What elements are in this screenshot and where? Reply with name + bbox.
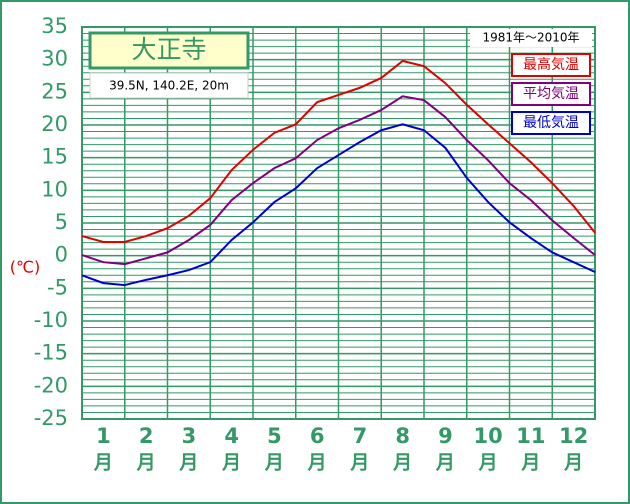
y-tick-label: -10 [34,308,68,332]
y-tick-label: -15 [34,341,68,365]
month-suffix: 月 [563,452,583,474]
month-suffix: 月 [349,452,369,474]
month-suffix: 月 [520,452,540,474]
y-tick-label: 20 [41,112,68,136]
month-suffix: 月 [93,452,113,474]
y-tick-label: 30 [41,47,68,71]
y-axis-label: (℃) [10,258,40,277]
subtitle: 39.5N, 140.2E, 20m [109,79,229,93]
y-tick-label: 0 [55,243,68,267]
legend-box [511,111,591,135]
month-label: 3 [182,424,197,448]
y-tick-label: -25 [34,406,68,430]
y-tick-label: 10 [41,177,68,201]
month-suffix: 月 [435,452,455,474]
subtitle-box [89,72,249,99]
month-label: 9 [438,424,453,448]
series-line [81,123,596,287]
y-tick-label: 25 [41,79,68,103]
chart-title: 大正寺 [131,35,206,64]
legend-box [511,82,591,106]
month-label: 7 [353,424,368,448]
month-suffix: 月 [478,452,498,474]
y-tick-label: 5 [55,210,68,234]
month-suffix: 月 [307,452,327,474]
legend-box [511,53,591,77]
month-label: 6 [310,424,325,448]
month-suffix: 月 [264,452,284,474]
y-tick-label: 15 [41,145,68,169]
series-line [81,59,596,243]
y-tick-label: -5 [47,275,68,299]
series-line [81,95,596,266]
month-label: 8 [395,424,410,448]
title-box [88,31,250,70]
y-tick-label: -20 [34,373,68,397]
month-suffix: 月 [178,452,198,474]
month-label: 10 [474,424,503,448]
legend-label: 最低気温 [523,115,579,131]
month-label: 4 [224,424,239,448]
month-label: 11 [516,424,545,448]
legend-label: 最高気温 [523,56,579,73]
month-label: 5 [267,424,282,448]
month-suffix: 月 [392,452,412,474]
period: 1981年～2010年 [482,31,579,45]
plot-frame [81,26,596,420]
month-label: 2 [139,424,154,448]
month-label: 1 [96,424,111,448]
month-label: 12 [559,424,588,448]
month-suffix: 月 [221,452,241,474]
legend-label: 平均気温 [523,86,579,102]
y-tick-label: 35 [41,14,68,38]
month-suffix: 月 [136,452,156,474]
period-box [470,29,592,47]
